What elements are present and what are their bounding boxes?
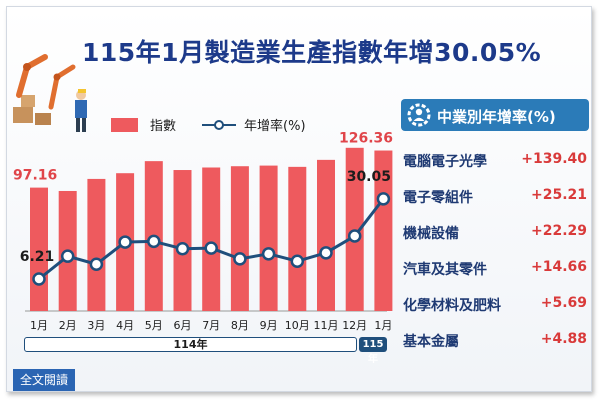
industry-name: 汽車及其零件 <box>403 262 487 278</box>
x-tick-label: 7月 <box>202 319 220 332</box>
x-tick-label: 1月 <box>30 319 48 332</box>
industry-growth-value: +139.40 <box>521 151 587 167</box>
industry-row: 機械設備 +22.29 <box>403 221 587 247</box>
panel-header: 中業別年增率(%) <box>401 99 589 131</box>
data-label: 6.21 <box>20 249 55 265</box>
industry-name: 機械設備 <box>403 226 459 242</box>
growth-point-8 <box>233 252 247 266</box>
x-tick-label: 6月 <box>174 319 192 332</box>
legend-bar-swatch <box>111 117 138 132</box>
legend-line-swatch <box>202 118 237 132</box>
industry-name: 電子零組件 <box>403 190 473 206</box>
robot-arm-worker-illustration <box>13 54 87 132</box>
bar-index-3 <box>87 178 106 311</box>
infographic-frame: 115年1月製造業生產指數年增30.05% 指數 年增率(%) 1月 2月 3月 4月… <box>6 6 592 392</box>
data-label: 126.36 <box>339 131 393 147</box>
x-tick-label: 8月 <box>231 319 249 332</box>
growth-point-13 <box>376 192 391 206</box>
page-title: 115年1月製造業生產指數年增30.05% <box>82 38 542 67</box>
chart-legend: 指數 年增率(%) <box>111 115 306 134</box>
growth-point-7 <box>204 241 218 255</box>
industry-growth-value: +22.29 <box>530 223 587 239</box>
industry-row: 電腦電子光學 +139.40 <box>403 149 587 175</box>
industry-name: 電腦電子光學 <box>403 154 487 170</box>
growth-point-3 <box>89 257 104 271</box>
bar-index-6 <box>173 170 192 311</box>
year-group-114: 114年 <box>24 337 357 352</box>
bar-index-11 <box>317 159 335 311</box>
industry-growth-value: +4.88 <box>540 331 587 347</box>
x-tick-label: 10月 <box>285 319 310 332</box>
combo-chart: 1月 2月 3月 4月 5月 6月 7月 8月 9月 10月 11月 12月 1月 97.16 126.36… <box>13 131 393 332</box>
panel-title: 中業別年增率(%) <box>437 108 556 126</box>
industry-row: 化學材料及肥料 +5.69 <box>403 293 587 319</box>
x-tick-label: 9月 <box>260 319 278 332</box>
data-label: 97.16 <box>13 168 57 184</box>
x-tick-label: 3月 <box>87 319 105 332</box>
industry-name: 基本金屬 <box>403 334 459 350</box>
industry-growth-value: +14.66 <box>530 259 587 275</box>
bar-index-13 <box>374 150 393 311</box>
growth-point-6 <box>175 242 190 256</box>
growth-point-11 <box>319 246 333 260</box>
bar-index-10 <box>288 166 307 311</box>
gear-person-icon <box>407 103 431 127</box>
industry-growth-value: +5.69 <box>540 295 587 311</box>
industry-row: 電子零組件 +25.21 <box>403 185 587 211</box>
industry-row: 汽車及其零件 +14.66 <box>403 257 587 283</box>
year-group-115: 115年 <box>359 337 387 365</box>
read-more-button[interactable]: 全文閱讀 <box>13 369 75 391</box>
legend-line-label: 年增率(%) <box>244 119 306 134</box>
x-tick-label: 11月 <box>314 319 339 332</box>
industry-row: 基本金屬 +4.88 <box>403 329 587 355</box>
growth-point-4 <box>118 235 132 249</box>
x-tick-label: 2月 <box>59 319 77 332</box>
growth-point-9 <box>261 247 276 261</box>
industry-growth-value: +25.21 <box>530 187 587 203</box>
bar-index-9 <box>259 165 278 311</box>
industry-growth-panel: 中業別年增率(%) 電腦電子光學 +139.40 電子零組件 +25.21 機械設備 +2… <box>401 99 589 369</box>
bar-index-8 <box>230 166 249 311</box>
growth-point-12 <box>347 229 362 243</box>
growth-point-5 <box>147 234 161 249</box>
growth-point-1 <box>32 272 46 286</box>
bar-index-7 <box>202 167 221 311</box>
industry-name: 化學材料及肥料 <box>403 298 501 314</box>
x-tick-label: 12月 <box>342 319 367 332</box>
x-tick-label: 5月 <box>145 319 163 332</box>
legend-bar-label: 指數 <box>150 119 177 134</box>
growth-point-2 <box>60 249 75 263</box>
x-tick-label: 4月 <box>116 319 134 332</box>
x-tick-label: 1月 <box>374 319 392 332</box>
data-label: 30.05 <box>347 169 391 185</box>
growth-point-10 <box>290 254 305 268</box>
